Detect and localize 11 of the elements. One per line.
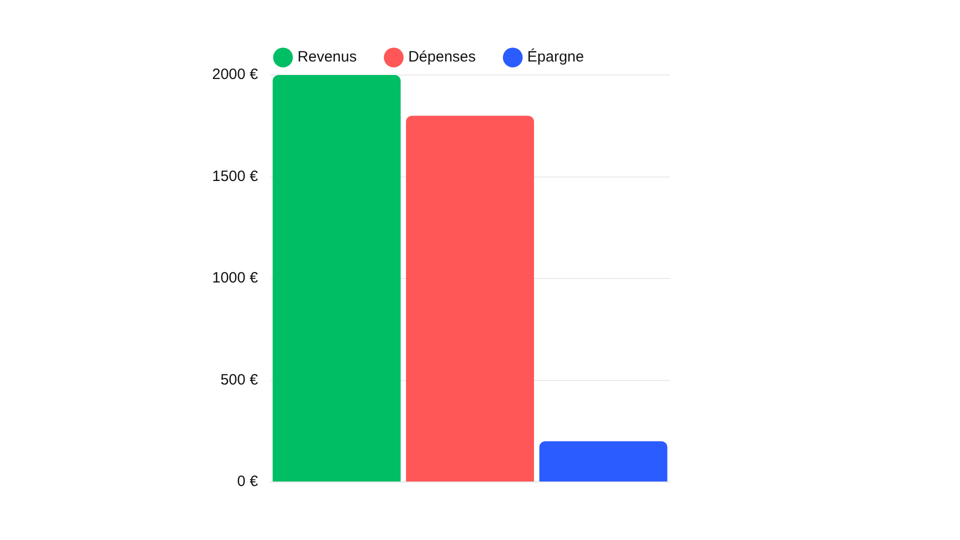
y-tick-label: 1000 € (212, 270, 259, 287)
bar (272, 75, 401, 482)
y-tick-label: 0 € (237, 473, 259, 490)
legend-label: Dépenses (408, 48, 476, 66)
y-tick-label: 500 € (220, 371, 259, 388)
bar (539, 441, 668, 482)
bar (406, 116, 534, 482)
y-tick-label: 2000 € (212, 66, 259, 84)
legend-label: Épargne (527, 48, 584, 66)
legend-label: Revenus (298, 48, 357, 66)
y-tick-label: 1500 € (212, 168, 259, 185)
